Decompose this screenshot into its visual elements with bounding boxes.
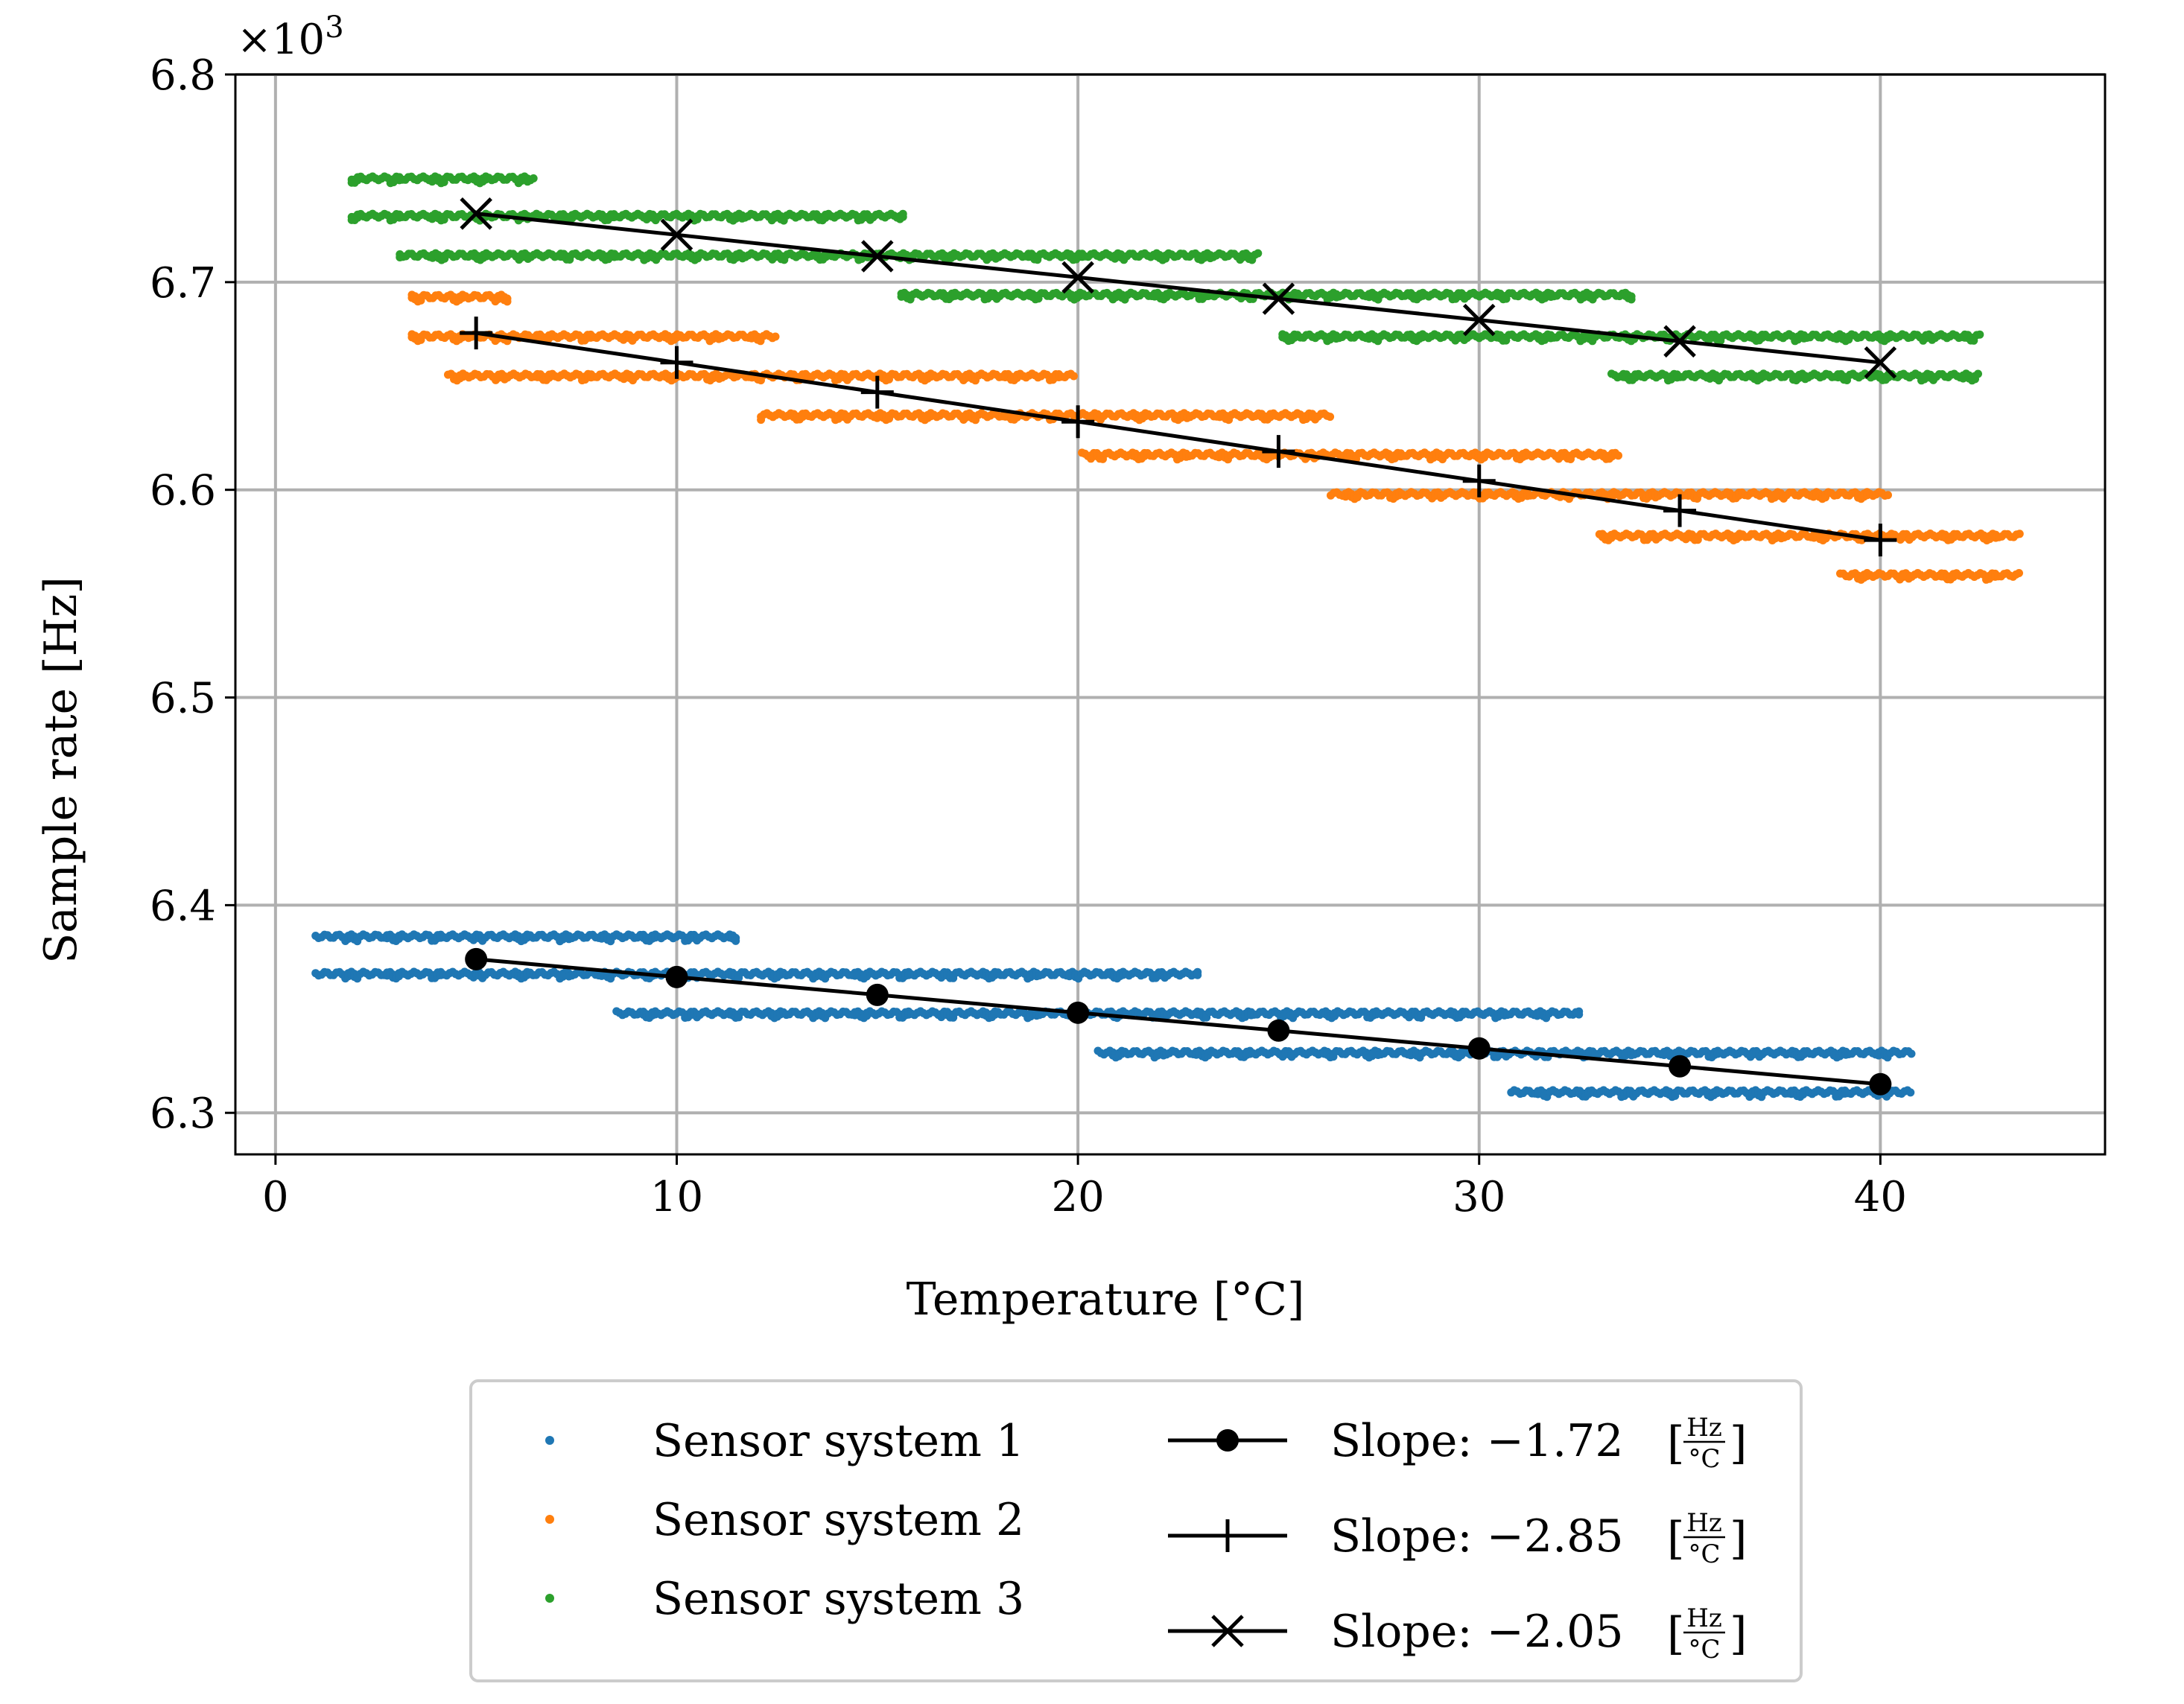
scatter-series-2	[407, 290, 2024, 584]
fit-series-3	[460, 197, 1897, 379]
fit-marker-circle	[1067, 1001, 1090, 1024]
fit-marker-circle	[1869, 1072, 1892, 1096]
scatter-point	[2015, 569, 2023, 577]
legend-bracket-close: ]	[1730, 1513, 1747, 1565]
scatter-point	[1907, 1049, 1916, 1058]
fit-marker-x-b	[460, 197, 492, 230]
legend-label-sensor-3: Sensor system 3	[653, 1573, 1024, 1625]
legend-label-fit-2: Slope: −2.85	[1330, 1510, 1624, 1562]
y-tick-label: 6.5	[150, 675, 216, 723]
scatter-point	[1627, 295, 1636, 304]
fit-marker-x-b	[1864, 346, 1897, 379]
legend-marker-sensor-2	[545, 1515, 554, 1524]
x-tick-label: 0	[262, 1173, 289, 1221]
fit-marker-circle	[1669, 1055, 1692, 1078]
y-tick-label: 6.4	[150, 882, 216, 930]
fit-series-1	[465, 947, 1892, 1096]
scatter-point	[1254, 249, 1263, 258]
scatter-point	[1070, 372, 1078, 381]
y-axis-label: Sample rate [Hz]	[35, 576, 87, 964]
legend-unit-denominator: °C	[1688, 1539, 1720, 1569]
scatter-point	[1974, 369, 1982, 378]
legend-bracket-open: [	[1667, 1608, 1684, 1660]
x-tick-label: 30	[1453, 1173, 1505, 1221]
legend-unit-numerator: Hz	[1686, 1413, 1722, 1443]
legend-marker-sensor-3	[545, 1594, 554, 1603]
scatter-point	[1326, 413, 1335, 422]
plot-area-frame	[234, 73, 2107, 1156]
x-tick-label: 20	[1051, 1173, 1104, 1221]
fit-lines	[460, 197, 1897, 1096]
scatter-point	[898, 212, 907, 221]
fit-line	[475, 331, 1881, 542]
legend-unit-numerator: Hz	[1686, 1508, 1722, 1538]
fit-marker-circle	[1267, 1019, 1290, 1042]
x-tick-label: 40	[1854, 1173, 1907, 1221]
scatter-point	[771, 332, 780, 341]
y-multiplier-base: ×10	[237, 16, 325, 64]
legend-marker-sensor-1	[545, 1436, 554, 1445]
fit-marker-circle	[465, 947, 488, 970]
scatter-point	[1975, 330, 1984, 339]
fit-marker-circle	[866, 983, 889, 1006]
fit-series-2	[460, 317, 1897, 557]
x-axis-label: Temperature [°C]	[907, 1274, 1305, 1326]
legend-box	[469, 1379, 1803, 1682]
legend-unit-denominator: °C	[1688, 1444, 1720, 1474]
y-multiplier-exponent: 3	[325, 10, 343, 45]
y-tick-label: 6.8	[150, 51, 216, 100]
scatter-point	[1884, 491, 1892, 500]
legend-bracket-close: ]	[1730, 1417, 1747, 1469]
fit-marker-x-b	[1262, 282, 1295, 315]
fit-marker-circle	[1216, 1429, 1239, 1452]
legend-label-fit-3: Slope: −2.05	[1330, 1606, 1624, 1658]
y-tick-label: 6.6	[150, 467, 216, 515]
legend-unit-numerator: Hz	[1686, 1603, 1722, 1633]
fit-marker-x-b	[1663, 325, 1696, 358]
scatter-point	[503, 297, 512, 306]
fit-marker-x-b	[1462, 303, 1496, 337]
fit-marker-circle	[1467, 1037, 1491, 1060]
legend-label-sensor-1: Sensor system 1	[653, 1415, 1024, 1467]
fit-marker-x-b	[660, 218, 693, 252]
scatter-point	[731, 936, 740, 945]
y-tick-label: 6.3	[150, 1090, 216, 1138]
scatter-point	[1614, 451, 1622, 460]
fit-marker-x-b	[861, 240, 894, 273]
legend-unit-denominator: °C	[1688, 1635, 1720, 1665]
scatter-point	[1575, 1010, 1584, 1019]
legend-bracket-close: ]	[1730, 1608, 1747, 1660]
x-tick-label: 10	[650, 1173, 703, 1221]
fit-line	[475, 957, 1881, 1087]
fit-marker-circle	[665, 965, 688, 988]
legend-bracket-open: [	[1667, 1513, 1684, 1565]
scatter-point	[1193, 970, 1202, 979]
legend: Sensor system 1 Sensor system 2 Sensor sys…	[469, 1379, 1803, 1682]
axis-ticks: 0 10 20 30 40 6.3 6.4 6.5 6.6 6.7 6.8	[150, 51, 1907, 1221]
legend-bracket-open: [	[1667, 1417, 1684, 1469]
scatter-series-1	[311, 930, 1916, 1101]
scatter-point	[2015, 530, 2024, 538]
scatter-point	[529, 174, 538, 182]
fit-line	[475, 212, 1881, 365]
scatter-points	[311, 172, 2024, 1101]
scatter-point	[1906, 1088, 1915, 1097]
fit-marker-x-b	[1211, 1615, 1244, 1647]
fit-marker-x-b	[1061, 261, 1094, 294]
legend-label-fit-1: Slope: −1.72	[1330, 1415, 1624, 1467]
legend-label-sensor-2: Sensor system 2	[653, 1494, 1024, 1546]
y-tick-label: 6.7	[150, 259, 216, 308]
y-axis-multiplier: ×103	[237, 10, 344, 64]
